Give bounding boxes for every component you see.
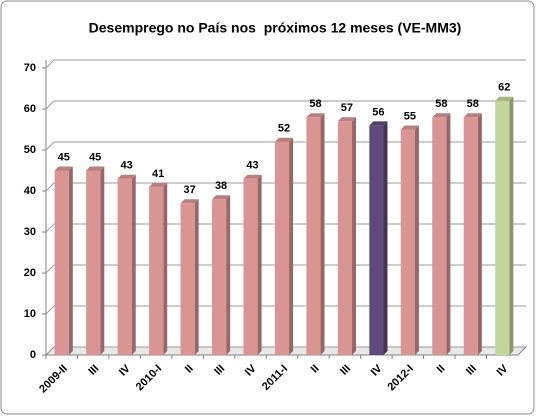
data-label: 43	[246, 160, 258, 172]
bar	[432, 117, 447, 355]
chart-title: Desemprego no País nos próximos 12 meses…	[89, 20, 462, 36]
bar	[306, 117, 321, 355]
bar-side	[352, 117, 357, 355]
bar	[400, 129, 415, 355]
bar-top	[54, 166, 73, 171]
bar	[337, 121, 353, 355]
bar-side	[320, 113, 325, 355]
bar-top	[149, 182, 168, 187]
bar-top	[211, 195, 231, 200]
data-label: 43	[121, 160, 133, 172]
bar-side	[257, 174, 262, 355]
data-label: 45	[89, 151, 101, 163]
data-label: 52	[278, 123, 290, 135]
grid-line	[45, 59, 55, 69]
grid-line	[45, 264, 55, 274]
bar-side	[446, 113, 451, 355]
bar	[180, 203, 195, 355]
data-label: 38	[215, 180, 227, 192]
bar-side	[131, 174, 136, 355]
bar	[86, 170, 101, 355]
y-tick-label: 0	[30, 349, 36, 361]
bar	[495, 100, 510, 355]
data-label: 41	[152, 168, 164, 180]
bar	[211, 199, 227, 355]
bar	[369, 125, 384, 356]
bar-top	[495, 96, 514, 101]
data-label: 58	[467, 98, 479, 110]
bar-side	[289, 137, 294, 355]
bar	[463, 117, 478, 355]
grid-line	[45, 346, 55, 356]
data-label: 62	[498, 82, 510, 94]
bar-top	[400, 125, 419, 130]
y-tick-label: 10	[24, 308, 36, 320]
grid-line	[45, 223, 55, 233]
y-tick-label: 70	[24, 62, 36, 74]
data-label: 56	[372, 106, 384, 118]
grid-line	[45, 305, 55, 315]
y-tick-label: 40	[24, 185, 36, 197]
bar-top	[337, 117, 357, 122]
bar-top	[117, 174, 136, 179]
data-label: 57	[341, 102, 353, 114]
bar-side	[477, 113, 482, 355]
bar-side	[383, 121, 388, 356]
bar	[54, 170, 69, 355]
bar-side	[68, 166, 73, 355]
bar-top	[432, 113, 451, 118]
y-tick-label: 50	[24, 144, 36, 156]
bar-side	[509, 96, 514, 356]
bar-top	[180, 199, 199, 204]
data-label: 37	[183, 184, 195, 196]
bar-side	[194, 199, 199, 355]
bar-top	[243, 174, 262, 179]
grid-line	[45, 182, 55, 192]
data-label: 58	[309, 98, 321, 110]
y-tick-label: 60	[24, 103, 36, 115]
y-tick-label: 20	[24, 267, 36, 279]
data-label: 55	[404, 110, 416, 122]
data-label: 45	[58, 151, 70, 163]
data-label: 58	[435, 98, 447, 110]
bar-top	[274, 137, 294, 142]
bar-top	[86, 166, 105, 171]
grid-line	[45, 100, 55, 110]
bar-side	[226, 195, 231, 355]
bar	[149, 186, 164, 355]
bar-top	[306, 113, 325, 118]
y-tick-label: 30	[24, 226, 36, 238]
bar-side	[163, 182, 168, 355]
bar-side	[100, 166, 105, 355]
bar	[243, 178, 258, 355]
bar-top	[463, 113, 482, 118]
bar	[117, 178, 132, 355]
grid-line	[45, 141, 55, 151]
bar-top	[369, 121, 388, 126]
bar	[274, 141, 290, 355]
bar-side	[414, 125, 419, 355]
